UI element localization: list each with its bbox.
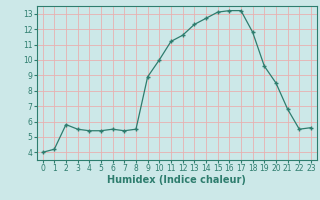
X-axis label: Humidex (Indice chaleur): Humidex (Indice chaleur)	[108, 175, 246, 185]
